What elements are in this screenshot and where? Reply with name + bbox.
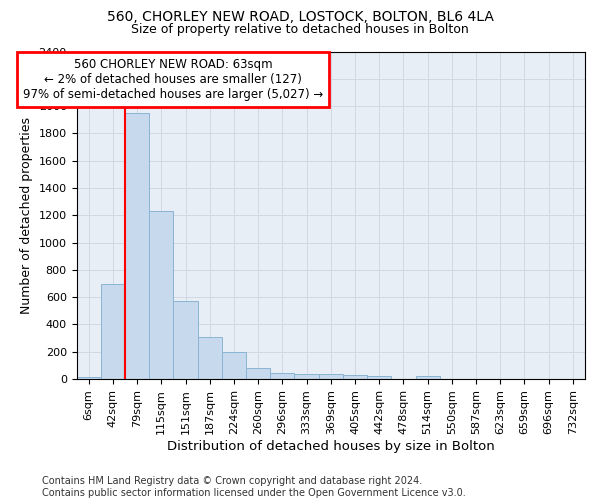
X-axis label: Distribution of detached houses by size in Bolton: Distribution of detached houses by size … <box>167 440 494 452</box>
Bar <box>343 375 367 379</box>
Bar <box>246 368 270 379</box>
Bar <box>149 211 173 379</box>
Bar <box>173 300 197 379</box>
Text: 560 CHORLEY NEW ROAD: 63sqm
← 2% of detached houses are smaller (127)
97% of sem: 560 CHORLEY NEW ROAD: 63sqm ← 2% of deta… <box>23 58 323 102</box>
Text: Contains HM Land Registry data © Crown copyright and database right 2024.
Contai: Contains HM Land Registry data © Crown c… <box>42 476 466 498</box>
Bar <box>101 284 125 379</box>
Text: Size of property relative to detached houses in Bolton: Size of property relative to detached ho… <box>131 22 469 36</box>
Bar <box>416 376 440 379</box>
Bar <box>77 377 101 379</box>
Bar <box>197 338 222 379</box>
Text: 560, CHORLEY NEW ROAD, LOSTOCK, BOLTON, BL6 4LA: 560, CHORLEY NEW ROAD, LOSTOCK, BOLTON, … <box>107 10 493 24</box>
Bar <box>295 374 319 379</box>
Bar <box>270 373 295 379</box>
Bar <box>222 352 246 379</box>
Y-axis label: Number of detached properties: Number of detached properties <box>20 117 33 314</box>
Bar <box>319 374 343 379</box>
Bar <box>125 113 149 379</box>
Bar <box>367 376 391 379</box>
